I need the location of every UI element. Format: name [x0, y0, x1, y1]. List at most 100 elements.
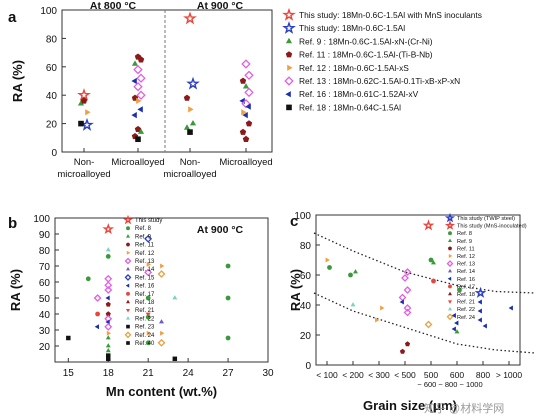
panel-b-point — [160, 330, 165, 336]
panel-c-legend-marker — [448, 291, 452, 296]
panel-c-legend-marker — [446, 313, 454, 321]
panel-c-point — [375, 317, 380, 323]
panel-a-point — [133, 81, 143, 92]
panel-a-legend-marker — [282, 21, 296, 34]
panel-a-point — [242, 112, 248, 119]
panel-c-legend-label: Ref. 14 — [457, 269, 475, 275]
panel-b-xtick-label: 21 — [143, 368, 155, 379]
panel-b-legend-label: Ref. 15 — [135, 275, 155, 281]
watermark: 知乎 @材料学网 — [424, 401, 504, 415]
panel-b-legend-label: This study — [135, 218, 162, 224]
panel-a-point — [136, 73, 146, 83]
panel-b-legend-marker — [126, 316, 130, 320]
panel-b-ytick-label: 40 — [39, 310, 51, 321]
panel-b: b 20 30 40 50 60 70 80 90 100 15 18 21 24 27 30 RA (%) Mn… — [8, 214, 274, 399]
panel-a-legend-label: Ref. 9 : 18Mn-0.6C-1.5Al-xN-(Cr-Ni) — [299, 36, 433, 46]
panel-b-point — [225, 335, 231, 341]
panel-c-point — [327, 265, 332, 270]
panel-b-ytick-label: 50 — [39, 294, 51, 305]
panel-a-xtick-label: Non- — [180, 157, 201, 168]
panel-a-point — [187, 129, 193, 135]
panel-c-xtick-label: > 1000 — [496, 370, 523, 380]
panel-b-point — [85, 276, 91, 282]
panel-c-legend-label: Ref. 16 — [457, 277, 475, 283]
panel-b-point — [145, 312, 151, 317]
panel-a-point — [241, 109, 247, 116]
panel-c-point — [431, 278, 436, 284]
panel-b-xtick-label: 18 — [103, 368, 115, 379]
panel-c-letter: c — [290, 213, 298, 230]
panel-c-point — [454, 329, 460, 334]
panel-c-point — [403, 268, 412, 276]
panel-a-point — [137, 128, 145, 134]
panel-a-ytick-label: 20 — [46, 120, 58, 131]
panel-c-point — [451, 313, 456, 318]
panel-a-point — [245, 120, 253, 127]
panel-b-point — [225, 263, 231, 269]
panel-b-annotation: At 900 °C — [197, 224, 244, 236]
panel-c-legend-marker — [444, 220, 456, 230]
panel-b-point — [102, 223, 115, 235]
panel-c-point — [431, 260, 436, 265]
panel-a-legend-marker — [285, 91, 291, 98]
panel-c-ytick-label: 100 — [294, 211, 311, 222]
panel-c-legend-label: Ref. 22 — [457, 307, 475, 313]
panel-b-point — [225, 295, 231, 301]
panel-c-point — [398, 293, 407, 302]
panel-a-point — [239, 128, 247, 135]
panel-c-point — [508, 305, 513, 311]
panel-c-upper-trend — [313, 232, 536, 294]
panel-b-legend-label: Ref. 24 — [135, 333, 155, 339]
panel-c-legend-label: Ref. 8 — [457, 231, 472, 237]
panel-b-xtick-label: 27 — [223, 368, 235, 379]
panel-a-legend-marker — [285, 37, 293, 44]
panel-b-point — [104, 281, 113, 290]
panel-c-point — [399, 348, 406, 354]
panel-a-point — [80, 97, 88, 104]
panel-a-group-label: At 800 °C — [90, 0, 137, 12]
panel-b-point — [159, 319, 164, 324]
panel-b-legend-label: Ref. 12 — [135, 251, 155, 257]
panel-a-point — [188, 106, 194, 113]
panel-b-legend-label: Ref. 17 — [135, 292, 155, 298]
panel-a-ytick-label: 100 — [40, 6, 57, 17]
panel-b-legend-marker — [124, 257, 132, 265]
panel-c-point — [477, 317, 482, 323]
panel-c-legend-label: This study (TWIP steel) — [457, 216, 515, 222]
panel-b-legend-label: Ref. 8 — [135, 226, 152, 232]
panel-a-point — [137, 56, 145, 63]
panel-c-legend-marker — [448, 231, 452, 236]
panel-c-legend-label: Ref. 11 — [457, 246, 475, 252]
panel-b-point — [105, 247, 111, 252]
panel-b-legend-marker — [126, 250, 131, 255]
panel-c-xtick-sublabel: ~ 600 ~ 800 ~ 1000 — [417, 380, 482, 389]
panel-a-legend-marker — [287, 64, 293, 71]
panel-b-point — [145, 340, 151, 346]
panel-a-point — [241, 59, 251, 69]
panel-b-point — [93, 294, 102, 302]
panel-b-point — [105, 254, 111, 259]
panel-a-point — [241, 98, 251, 109]
panel-c-point — [422, 219, 435, 231]
panel-a-xtick-label: microalloyed — [57, 169, 110, 180]
panel-a-xtick-label: Microalloyed — [219, 157, 272, 168]
panel-a-ytick-label: 0 — [51, 148, 57, 159]
panel-a-point — [183, 94, 191, 101]
panel-b-legend-marker — [126, 226, 130, 231]
panel-b-point — [106, 356, 111, 362]
panel-a: a 0 20 40 60 80 100 RA (%) At 800 °C At 900 °C Non… — [8, 0, 482, 180]
panel-a-point — [131, 112, 137, 119]
panel-c-point — [380, 305, 385, 311]
panel-b-ylabel: RA (%) — [8, 269, 23, 311]
panel-b-legend-marker — [126, 341, 130, 345]
panel-a-point — [131, 77, 137, 85]
panel-b-legend-marker — [122, 214, 134, 225]
panel-b-legend-marker — [124, 273, 132, 281]
panel-a-legend-label: Ref. 16 : 18Mn-0.61C-1.52Al-xV — [299, 89, 419, 99]
panel-b-point — [106, 330, 112, 336]
panel-c-point — [477, 299, 482, 305]
panel-c-xtick-label: 800 — [476, 370, 490, 380]
panel-a-point — [85, 109, 91, 116]
panel-a-legend-label: This study: 18Mn-0.6C-1.5Al — [299, 23, 405, 33]
